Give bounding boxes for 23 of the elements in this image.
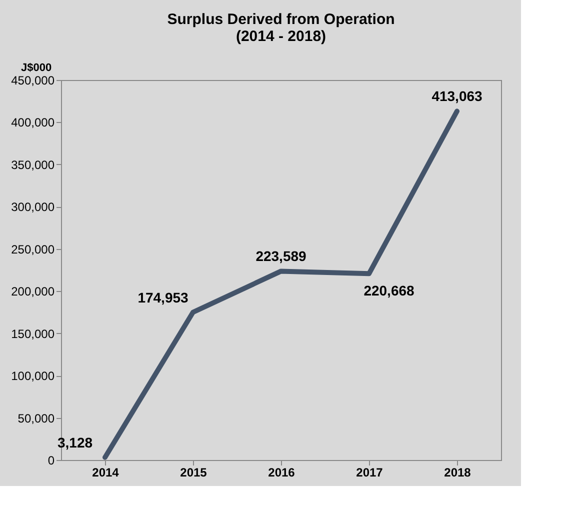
y-tick-label: 0: [48, 454, 55, 468]
x-tick-label: 2015: [180, 466, 208, 480]
x-tick-label: 2017: [356, 466, 384, 480]
text: Surplus Derived from Operation: [167, 11, 395, 28]
text: (2014 - 2018): [236, 28, 326, 45]
data-label: 223,589: [256, 248, 307, 264]
data-label: 220,668: [364, 282, 415, 299]
y-tick-label: 350,000: [11, 158, 55, 172]
y-tick-label: 300,000: [11, 200, 55, 214]
data-label: 174,953: [138, 289, 189, 306]
data-label: 413,063: [432, 88, 483, 104]
y-tick-label: 150,000: [11, 326, 55, 341]
y-tick-label: 200,000: [11, 284, 55, 299]
x-tick-label: 2018: [444, 466, 472, 480]
y-tick-label: 250,000: [11, 242, 55, 256]
x-tick-label: 2014: [92, 466, 120, 480]
y-axis-title: J$000: [21, 62, 52, 74]
x-tick-label: 2016: [268, 466, 296, 480]
y-tick-label: 50,000: [18, 411, 55, 426]
y-tick-label: 100,000: [11, 369, 55, 384]
y-tick-label: 400,000: [11, 116, 55, 130]
y-tick-label: 450,000: [11, 74, 55, 88]
data-label: 3,128: [57, 434, 93, 450]
